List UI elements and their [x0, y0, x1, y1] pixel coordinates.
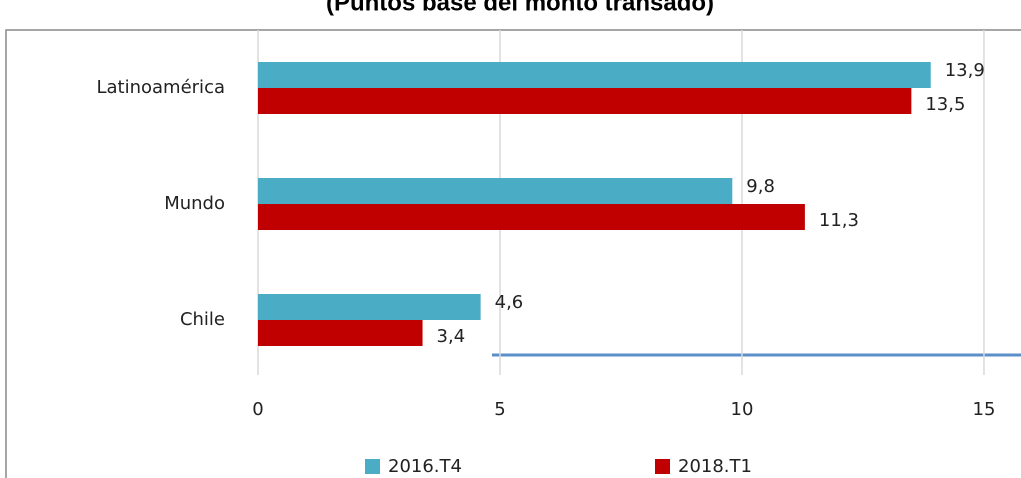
data-label: 11,3 — [819, 210, 859, 231]
x-tick-label: 5 — [494, 399, 505, 420]
y-tick-label: Latinoamérica — [96, 77, 225, 98]
legend-swatch — [365, 459, 380, 474]
chart-frame — [5, 29, 1021, 478]
x-tick-label: 10 — [731, 399, 754, 420]
x-tick-label: 0 — [252, 399, 263, 420]
bar — [258, 178, 733, 204]
y-tick-label: Chile — [180, 309, 225, 330]
x-tick-label: 15 — [973, 399, 996, 420]
bar — [258, 88, 912, 114]
chart-title: (Puntos base del monto transado) — [326, 0, 714, 16]
bar — [258, 294, 481, 320]
bar — [258, 62, 931, 88]
y-tick-label: Mundo — [164, 193, 225, 214]
legend-swatch — [655, 459, 670, 474]
data-label: 13,9 — [945, 60, 985, 81]
bar — [258, 320, 423, 346]
data-label: 13,5 — [925, 94, 965, 115]
data-label: 4,6 — [495, 292, 524, 313]
legend-label: 2016.T4 — [388, 456, 462, 477]
data-label: 3,4 — [437, 326, 466, 347]
legend-label: 2018.T1 — [678, 456, 752, 477]
bar — [258, 204, 805, 230]
data-label: 9,8 — [746, 176, 775, 197]
